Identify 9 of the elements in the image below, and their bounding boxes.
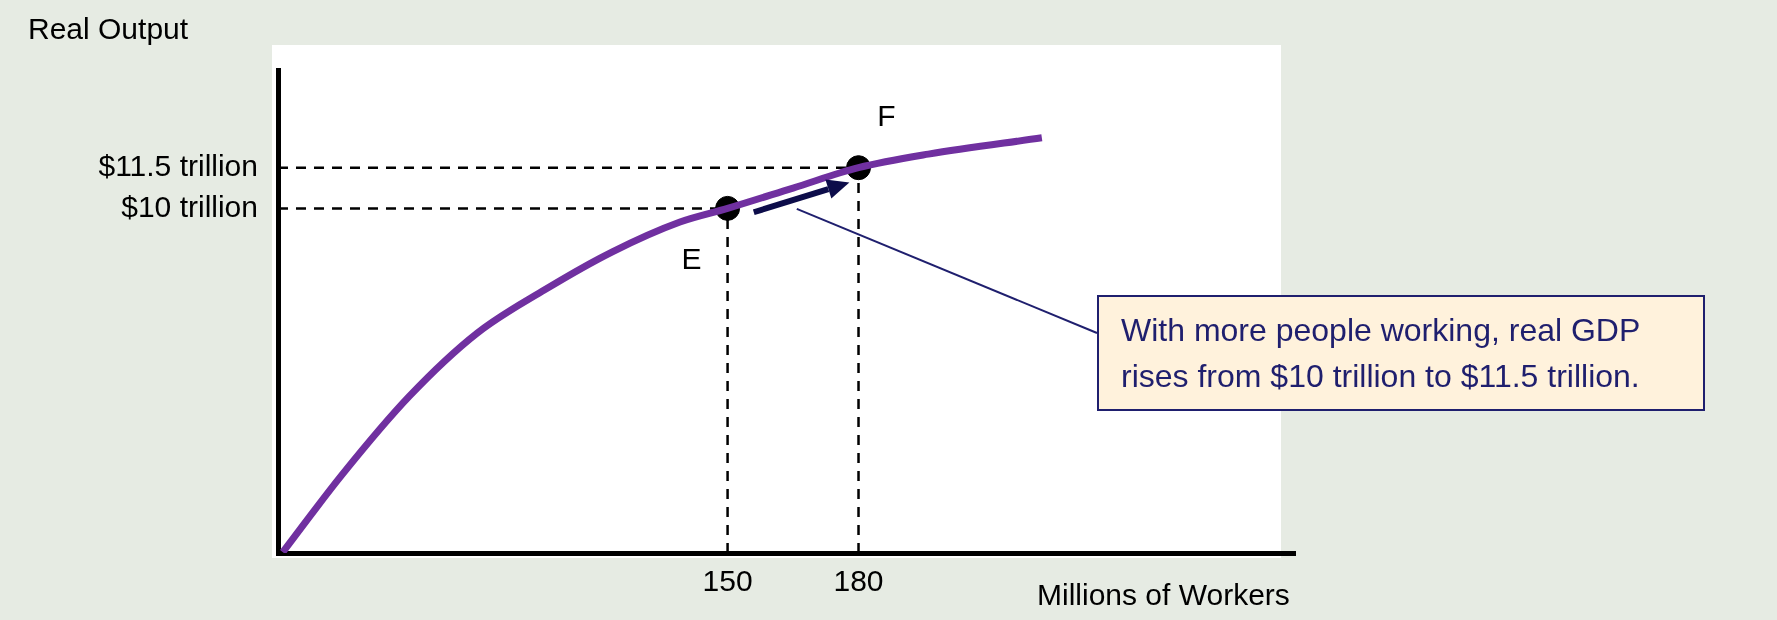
annotation: F (877, 98, 896, 132)
y-tick-label: $11.5 trillion (98, 148, 258, 182)
x-tick-label: 180 (833, 564, 884, 598)
annotation: With more people working, real GDP rises from $10 trillion to $11.5 trillion. (1097, 295, 1705, 411)
y-axis-title: Real Output (28, 12, 189, 46)
annotation: E (681, 241, 702, 275)
x-axis-title: Millions of Workers (1037, 578, 1290, 612)
y-tick-label: $10 trillion (121, 189, 258, 223)
x-tick-label: 150 (702, 564, 753, 598)
